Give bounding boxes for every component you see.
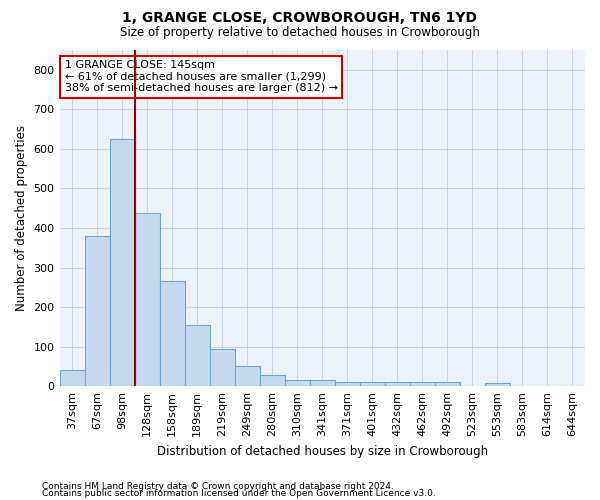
- Text: 1, GRANGE CLOSE, CROWBOROUGH, TN6 1YD: 1, GRANGE CLOSE, CROWBOROUGH, TN6 1YD: [122, 11, 478, 25]
- Bar: [360, 382, 385, 386]
- Y-axis label: Number of detached properties: Number of detached properties: [15, 125, 28, 311]
- Bar: [385, 382, 410, 386]
- Text: Size of property relative to detached houses in Crowborough: Size of property relative to detached ho…: [120, 26, 480, 39]
- Bar: [59, 370, 85, 386]
- Bar: [110, 139, 134, 386]
- Bar: [335, 382, 360, 386]
- Text: 1 GRANGE CLOSE: 145sqm
← 61% of detached houses are smaller (1,299)
38% of semi-: 1 GRANGE CLOSE: 145sqm ← 61% of detached…: [65, 60, 338, 94]
- Bar: [134, 213, 160, 386]
- Bar: [85, 236, 110, 386]
- Bar: [285, 380, 310, 386]
- Bar: [209, 348, 235, 386]
- Bar: [235, 366, 260, 386]
- Bar: [485, 383, 510, 386]
- Bar: [310, 380, 335, 386]
- Bar: [160, 282, 185, 386]
- Bar: [435, 382, 460, 386]
- Bar: [410, 382, 435, 386]
- X-axis label: Distribution of detached houses by size in Crowborough: Distribution of detached houses by size …: [157, 444, 488, 458]
- Bar: [185, 325, 209, 386]
- Text: Contains HM Land Registry data © Crown copyright and database right 2024.: Contains HM Land Registry data © Crown c…: [42, 482, 394, 491]
- Bar: [260, 375, 285, 386]
- Text: Contains public sector information licensed under the Open Government Licence v3: Contains public sector information licen…: [42, 490, 436, 498]
